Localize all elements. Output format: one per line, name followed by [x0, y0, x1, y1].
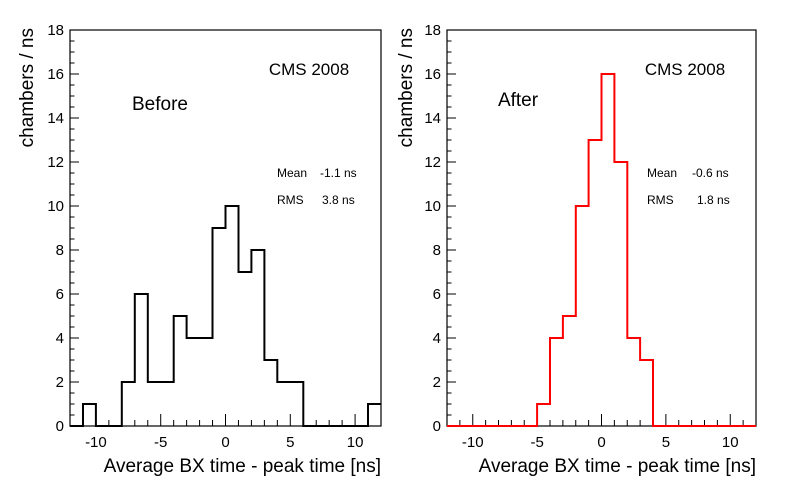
- y-tick-label: 14: [424, 110, 441, 127]
- histogram-line: [447, 73, 756, 427]
- x-tick-label: -5: [530, 434, 543, 451]
- histogram-line: [70, 205, 381, 427]
- rms-label: RMS: [277, 193, 304, 207]
- mean-label: Mean: [277, 166, 307, 180]
- x-tick-label: 10: [347, 434, 364, 451]
- before-panel: 0 2 4 6 8 10 12 14 16 18 -10 -5 0 5 10 CMS 2008 Befor…: [17, 22, 382, 477]
- rms-value: 1.8 ns: [697, 193, 730, 207]
- y-axis-title: chambers / ns: [396, 28, 417, 147]
- y-tick-label: 8: [433, 242, 441, 259]
- y-tick-label: 18: [424, 22, 441, 39]
- rms-value: 3.8 ns: [322, 193, 355, 207]
- x-axis-title: Average BX time - peak time [ns]: [104, 456, 381, 477]
- rms-label: RMS: [647, 193, 674, 207]
- y-tick-label: 12: [424, 154, 441, 171]
- y-tick-label: 0: [56, 418, 64, 435]
- y-tick-labels: 0 2 4 6 8 10 12 14 16 18: [424, 22, 441, 435]
- x-tick-label: 5: [286, 434, 294, 451]
- x-tick-label: 10: [722, 434, 739, 451]
- x-tick-label: -5: [154, 434, 167, 451]
- x-tick-labels: -10 -5 0 5 10: [462, 434, 739, 451]
- y-tick-label: 6: [56, 286, 64, 303]
- y-tick-label: 4: [433, 330, 441, 347]
- y-tick-label: 2: [433, 374, 441, 391]
- x-tick-labels: -10 -5 0 5 10: [85, 434, 363, 451]
- experiment-label: CMS 2008: [645, 60, 725, 79]
- x-tick-label: 0: [221, 434, 229, 451]
- panel-label: After: [498, 90, 539, 111]
- panel-label: Before: [132, 94, 188, 115]
- x-axis-title: Average BX time - peak time [ns]: [479, 456, 756, 477]
- axis-ticks: [69, 29, 382, 427]
- mean-value: -0.6 ns: [692, 166, 729, 180]
- y-tick-label: 16: [47, 66, 64, 83]
- y-tick-label: 12: [47, 154, 64, 171]
- y-tick-label: 0: [433, 418, 441, 435]
- y-axis-title: chambers / ns: [17, 28, 38, 147]
- mean-value: -1.1 ns: [320, 166, 357, 180]
- y-tick-label: 8: [56, 242, 64, 259]
- y-tick-label: 6: [433, 286, 441, 303]
- x-tick-label: 5: [662, 434, 670, 451]
- y-tick-label: 14: [47, 110, 64, 127]
- experiment-label: CMS 2008: [269, 60, 349, 79]
- y-tick-label: 16: [424, 66, 441, 83]
- y-tick-label: 4: [56, 330, 64, 347]
- y-tick-label: 10: [424, 198, 441, 215]
- y-tick-label: 18: [47, 22, 64, 39]
- mean-label: Mean: [647, 166, 677, 180]
- y-tick-label: 2: [56, 374, 64, 391]
- y-tick-label: 10: [47, 198, 64, 215]
- y-tick-labels: 0 2 4 6 8 10 12 14 16 18: [47, 22, 64, 435]
- x-tick-label: -10: [462, 434, 484, 451]
- x-tick-label: -10: [85, 434, 107, 451]
- x-tick-label: 0: [597, 434, 605, 451]
- after-panel: 0 2 4 6 8 10 12 14 16 18 -10 -5 0 5 10 CMS 2008 After…: [396, 22, 757, 477]
